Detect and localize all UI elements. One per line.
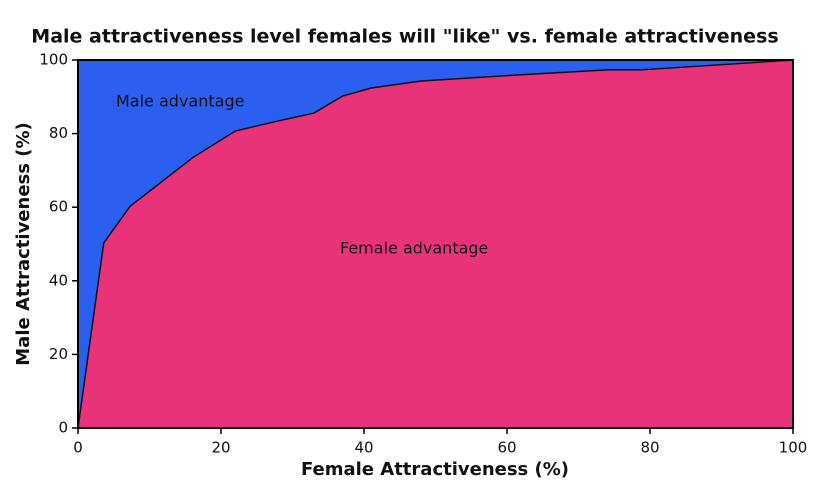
line: [77, 59, 794, 429]
x-axis-label: Female Attractiveness (%): [301, 459, 569, 480]
y-tick-label: 40: [49, 271, 68, 289]
y-axis-label: Male Attractiveness (%): [13, 122, 34, 365]
x-tick-label: 20: [211, 439, 230, 457]
annotation: Female advantage: [340, 239, 488, 258]
annotation: Male advantage: [116, 92, 244, 111]
area-below: [78, 60, 793, 428]
y-tick-label: 100: [39, 51, 68, 69]
x-tick-label: 80: [640, 439, 659, 457]
plot-frame: [77, 59, 794, 429]
y-tick-label: 20: [49, 345, 68, 363]
x-tick-label: 100: [779, 439, 808, 457]
y-tick-label: 0: [58, 419, 68, 437]
y-tick-label: 60: [49, 198, 68, 216]
x-tick-label: 40: [354, 439, 373, 457]
x-tick-label: 0: [73, 439, 83, 457]
chart-title: Male attractiveness level females will "…: [31, 26, 778, 48]
x-tick-label: 60: [497, 439, 516, 457]
area-above: [78, 60, 793, 428]
y-tick-label: 80: [49, 124, 68, 142]
